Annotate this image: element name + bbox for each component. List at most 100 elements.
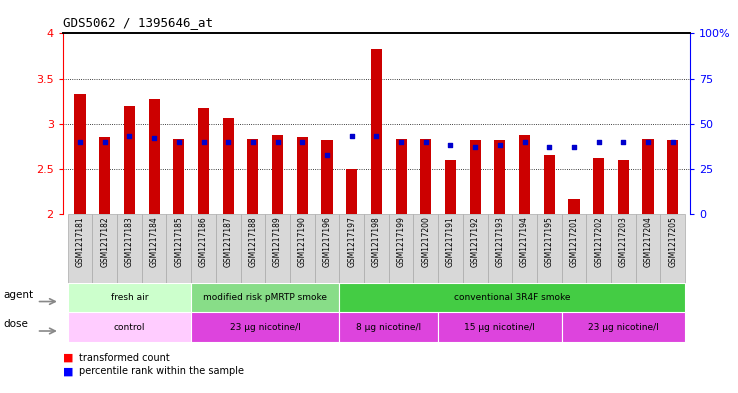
Text: 23 μg nicotine/l: 23 μg nicotine/l [230,323,300,332]
Point [618,139,630,145]
Bar [314,214,339,283]
Bar [290,214,314,283]
Bar [68,214,92,283]
Text: GSM1217192: GSM1217192 [471,216,480,267]
Bar [438,312,562,342]
Text: GSM1217187: GSM1217187 [224,216,232,267]
Bar [68,283,191,312]
Bar [297,137,308,214]
Bar [265,214,290,283]
Bar [618,160,629,214]
Bar [544,155,555,214]
Bar [661,214,685,283]
Point [667,139,679,145]
Point [123,133,135,140]
Bar [537,214,562,283]
Bar [339,214,364,283]
Text: GSM1217186: GSM1217186 [199,216,208,267]
Bar [469,140,480,214]
Text: conventional 3R4F smoke: conventional 3R4F smoke [454,293,570,302]
Bar [241,214,265,283]
Text: control: control [114,323,145,332]
Point [593,139,604,145]
Point [543,144,555,151]
Bar [339,312,438,342]
Point [173,139,184,145]
Text: GSM1217184: GSM1217184 [150,216,159,267]
Bar [413,214,438,283]
Bar [494,140,506,214]
Bar [68,312,191,342]
Point [395,139,407,145]
Point [148,135,160,141]
Point [519,139,531,145]
Text: GSM1217202: GSM1217202 [594,216,603,267]
Bar [272,135,283,214]
Bar [463,214,488,283]
Text: GSM1217198: GSM1217198 [372,216,381,267]
Point [642,139,654,145]
Text: GDS5062 / 1395646_at: GDS5062 / 1395646_at [63,17,213,29]
Point [469,144,481,151]
Bar [635,214,661,283]
Bar [667,140,678,214]
Bar [420,139,431,214]
Bar [488,214,512,283]
Bar [438,214,463,283]
Point [444,142,456,149]
Text: GSM1217182: GSM1217182 [100,216,109,267]
Bar [586,214,611,283]
Bar [346,169,357,214]
Bar [593,158,604,214]
Bar [124,106,135,214]
Text: transformed count: transformed count [79,353,170,363]
Bar [568,199,579,214]
Text: GSM1217191: GSM1217191 [446,216,455,267]
Bar [322,140,333,214]
Bar [167,214,191,283]
Point [420,139,432,145]
Bar [643,139,654,214]
Bar [191,283,339,312]
Bar [148,99,159,214]
Text: GSM1217194: GSM1217194 [520,216,529,267]
Bar [173,139,184,214]
Bar [92,214,117,283]
Text: ■: ■ [63,353,73,363]
Text: ■: ■ [63,366,73,376]
Bar [198,108,209,214]
Bar [512,214,537,283]
Text: GSM1217188: GSM1217188 [249,216,258,267]
Point [346,133,358,140]
Bar [562,312,685,342]
Text: GSM1217196: GSM1217196 [323,216,331,267]
Point [74,139,86,145]
Text: percentile rank within the sample: percentile rank within the sample [79,366,244,376]
Text: GSM1217200: GSM1217200 [421,216,430,267]
Bar [191,214,215,283]
Point [272,139,283,145]
Bar [75,94,86,214]
Text: GSM1217190: GSM1217190 [298,216,307,267]
Bar [99,137,110,214]
Text: 8 μg nicotine/l: 8 μg nicotine/l [356,323,421,332]
Text: GSM1217181: GSM1217181 [75,216,85,267]
Text: GSM1217205: GSM1217205 [668,216,677,267]
Point [494,142,506,149]
Bar [562,214,586,283]
Bar [339,283,685,312]
Point [321,151,333,158]
Text: GSM1217183: GSM1217183 [125,216,134,267]
Text: 23 μg nicotine/l: 23 μg nicotine/l [588,323,659,332]
Point [99,139,111,145]
Point [568,144,580,151]
Text: GSM1217204: GSM1217204 [644,216,652,267]
Text: fresh air: fresh air [111,293,148,302]
Bar [519,135,530,214]
Bar [247,139,258,214]
Bar [389,214,413,283]
Bar [611,214,635,283]
Bar [215,214,241,283]
Point [247,139,259,145]
Text: GSM1217195: GSM1217195 [545,216,554,267]
